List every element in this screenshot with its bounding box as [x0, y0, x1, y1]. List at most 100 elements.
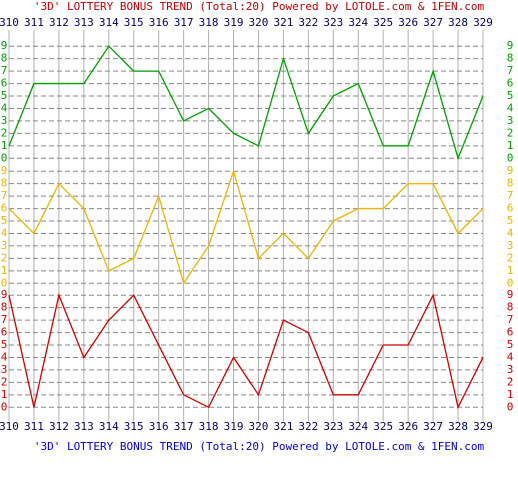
x-tick-label-top: 322 — [298, 16, 318, 29]
y-tick-label-right: 6 — [507, 77, 514, 90]
x-tick-label-bottom: 324 — [348, 420, 368, 433]
x-tick-label-bottom: 328 — [448, 420, 468, 433]
y-tick-label-left: 9 — [1, 39, 8, 52]
y-tick-label-left: 2 — [1, 375, 8, 388]
y-tick-label-right: 2 — [507, 251, 514, 264]
y-tick-label-left: 9 — [1, 164, 8, 177]
x-tick-label-top: 315 — [124, 16, 144, 29]
y-tick-label-left: 1 — [1, 388, 8, 401]
y-tick-label-right: 5 — [507, 214, 514, 227]
y-tick-label-left: 6 — [1, 77, 8, 90]
y-tick-label-left: 4 — [1, 101, 8, 114]
y-tick-label-left: 0 — [1, 151, 8, 164]
y-tick-label-right: 8 — [507, 301, 514, 314]
y-tick-label-right: 4 — [507, 101, 514, 114]
y-tick-label-left: 1 — [1, 139, 8, 152]
x-tick-label-top: 310 — [0, 16, 19, 29]
x-tick-label-top: 319 — [224, 16, 244, 29]
x-tick-label-bottom: 322 — [298, 420, 318, 433]
y-tick-label-right: 4 — [507, 226, 514, 239]
y-tick-label-left: 2 — [1, 251, 8, 264]
y-tick-label-left: 8 — [1, 52, 8, 65]
x-tick-label-bottom: 311 — [24, 420, 44, 433]
y-tick-label-right: 7 — [507, 64, 514, 77]
x-tick-label-top: 324 — [348, 16, 368, 29]
y-tick-label-right: 1 — [507, 139, 514, 152]
x-tick-label-bottom: 313 — [74, 420, 94, 433]
x-tick-label-bottom: 318 — [199, 420, 219, 433]
y-tick-label-left: 7 — [1, 189, 8, 202]
y-tick-label-left: 6 — [1, 326, 8, 339]
y-tick-label-left: 3 — [1, 363, 8, 376]
y-tick-label-right: 0 — [507, 400, 514, 413]
y-tick-label-right: 0 — [507, 276, 514, 289]
x-tick-label-top: 320 — [249, 16, 269, 29]
x-tick-label-bottom: 316 — [149, 420, 169, 433]
x-tick-label-bottom: 321 — [273, 420, 293, 433]
x-tick-label-bottom: 326 — [398, 420, 418, 433]
bottom-title: '3D' LOTTERY BONUS TREND (Total:20) Powe… — [34, 440, 485, 453]
x-tick-label-bottom: 310 — [0, 420, 19, 433]
y-tick-label-left: 5 — [1, 338, 8, 351]
y-tick-label-left: 8 — [1, 301, 8, 314]
y-tick-label-right: 8 — [507, 52, 514, 65]
y-tick-label-right: 9 — [507, 39, 514, 52]
y-tick-label-right: 8 — [507, 177, 514, 190]
y-tick-label-right: 1 — [507, 264, 514, 277]
x-tick-label-bottom: 327 — [423, 420, 443, 433]
x-tick-label-top: 329 — [473, 16, 493, 29]
y-tick-label-right: 2 — [507, 126, 514, 139]
y-tick-label-right: 3 — [507, 363, 514, 376]
y-tick-label-right: 4 — [507, 350, 514, 363]
y-tick-label-left: 1 — [1, 264, 8, 277]
x-tick-label-bottom: 315 — [124, 420, 144, 433]
x-tick-label-bottom: 317 — [174, 420, 194, 433]
x-tick-label-bottom: 320 — [249, 420, 269, 433]
chart-title: '3D' LOTTERY BONUS TREND (Total:20) Powe… — [34, 0, 485, 13]
x-tick-label-bottom: 314 — [99, 420, 119, 433]
y-tick-label-left: 8 — [1, 177, 8, 190]
y-tick-label-right: 6 — [507, 202, 514, 215]
y-tick-label-left: 3 — [1, 114, 8, 127]
x-tick-label-bottom: 323 — [323, 420, 343, 433]
x-tick-label-bottom: 312 — [49, 420, 69, 433]
x-tick-label-bottom: 329 — [473, 420, 493, 433]
trend-line — [8, 45, 484, 161]
x-tick-label-top: 327 — [423, 16, 443, 29]
y-tick-label-right: 0 — [507, 151, 514, 164]
x-tick-label-top: 321 — [273, 16, 293, 29]
x-tick-label-bottom: 319 — [224, 420, 244, 433]
y-tick-label-left: 4 — [1, 350, 8, 363]
x-tick-label-top: 312 — [49, 16, 69, 29]
x-tick-label-top: 311 — [24, 16, 44, 29]
x-tick-label-top: 317 — [174, 16, 194, 29]
y-tick-label-right: 5 — [507, 89, 514, 102]
y-tick-label-left: 7 — [1, 64, 8, 77]
y-tick-label-right: 6 — [507, 326, 514, 339]
y-tick-label-right: 9 — [507, 164, 514, 177]
y-tick-label-left: 7 — [1, 313, 8, 326]
x-tick-label-bottom: 325 — [373, 420, 393, 433]
y-tick-label-right: 3 — [507, 114, 514, 127]
y-tick-label-right: 1 — [507, 388, 514, 401]
y-tick-label-left: 0 — [1, 276, 8, 289]
y-tick-label-right: 3 — [507, 239, 514, 252]
x-tick-label-top: 323 — [323, 16, 343, 29]
y-tick-label-right: 9 — [507, 288, 514, 301]
y-tick-label-right: 7 — [507, 189, 514, 202]
y-tick-label-left: 2 — [1, 126, 8, 139]
x-tick-label-top: 314 — [99, 16, 119, 29]
x-tick-label-top: 318 — [199, 16, 219, 29]
trend-line — [8, 169, 484, 285]
y-tick-label-left: 5 — [1, 89, 8, 102]
x-tick-label-top: 325 — [373, 16, 393, 29]
y-tick-label-right: 7 — [507, 313, 514, 326]
x-tick-label-top: 328 — [448, 16, 468, 29]
y-tick-label-right: 2 — [507, 375, 514, 388]
x-tick-label-top: 313 — [74, 16, 94, 29]
y-tick-label-left: 3 — [1, 239, 8, 252]
x-tick-label-top: 316 — [149, 16, 169, 29]
y-tick-label-left: 6 — [1, 202, 8, 215]
trend-line — [8, 293, 484, 410]
